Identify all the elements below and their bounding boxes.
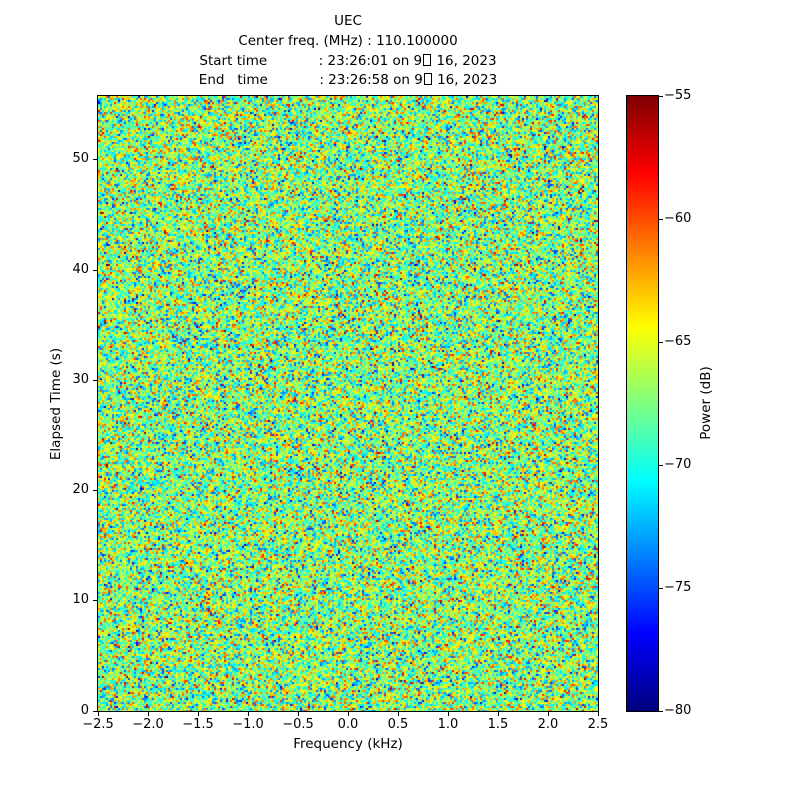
y-tick-label: 30 [72, 371, 89, 387]
colorbar-tick-mark [659, 95, 663, 97]
y-tick-mark [93, 379, 97, 381]
x-tick-label: −1.5 [182, 717, 214, 732]
missing-glyph-box [423, 53, 432, 66]
title-line-end-time: End time : 23:26:58 on 9 16, 2023 [97, 71, 599, 91]
x-tick-label: 0.5 [387, 717, 409, 732]
colorbar-tick-mark [659, 341, 663, 343]
x-tick-mark [297, 712, 299, 716]
end-time-text: End time : 23:26:58 on 9 [198, 72, 423, 89]
y-tick-mark [93, 490, 97, 492]
plot-title-block: UEC Center freq. (MHz) : 110.100000 Star… [97, 12, 599, 91]
plot-title: UEC [334, 13, 362, 29]
x-tick-mark [597, 712, 599, 716]
colorbar-tick-label: −80 [664, 702, 692, 718]
end-time-text-tail: 16, 2023 [432, 72, 498, 89]
y-tick-label: 50 [72, 151, 89, 167]
colorbar-tick-label: −60 [664, 210, 692, 226]
y-tick-mark [93, 269, 97, 271]
x-tick-label: 0.0 [337, 717, 359, 732]
y-tick-label: 20 [72, 482, 89, 498]
x-tick-label: −2.0 [132, 717, 164, 732]
title-line-start-time: Start time : 23:26:01 on 9 16, 2023 [97, 52, 599, 72]
title-line-center-freq: Center freq. (MHz) : 110.100000 [238, 32, 458, 49]
x-tick-mark [447, 712, 449, 716]
colorbar-tick-mark [659, 587, 663, 589]
colorbar-axis-label: Power (dB) [698, 366, 714, 440]
x-tick-label: −0.5 [282, 717, 314, 732]
x-tick-mark [347, 712, 349, 716]
colorbar [626, 95, 659, 712]
x-tick-label: −1.0 [232, 717, 264, 732]
x-tick-mark [497, 712, 499, 716]
y-tick-label: 0 [80, 702, 89, 718]
spectrogram-heatmap-canvas [98, 96, 598, 711]
x-tick-label: 1.0 [437, 717, 459, 732]
x-tick-mark [147, 712, 149, 716]
x-tick-label: 1.5 [487, 717, 509, 732]
x-axis-label: Frequency (kHz) [293, 736, 403, 752]
y-tick-label: 40 [72, 261, 89, 277]
spectrogram-plot-area [97, 95, 599, 712]
start-time-text: Start time : 23:26:01 on 9 [199, 52, 423, 69]
x-tick-mark [547, 712, 549, 716]
y-tick-mark [93, 600, 97, 602]
colorbar-tick-label: −55 [664, 87, 692, 103]
x-tick-mark [247, 712, 249, 716]
y-tick-mark [93, 159, 97, 161]
colorbar-tick-label: −65 [664, 333, 692, 349]
y-axis-label: Elapsed Time (s) [48, 347, 64, 461]
colorbar-tick-label: −70 [664, 456, 692, 472]
colorbar-tick-label: −75 [664, 579, 692, 595]
colorbar-tick-mark [659, 464, 663, 466]
x-tick-mark [197, 712, 199, 716]
x-tick-mark [97, 712, 99, 716]
start-time-text-tail: 16, 2023 [432, 52, 497, 69]
x-tick-label: −2.5 [82, 717, 114, 732]
missing-glyph-box [423, 73, 432, 86]
x-tick-label: 2.5 [587, 717, 609, 732]
colorbar-tick-mark [659, 710, 663, 712]
x-tick-mark [397, 712, 399, 716]
x-tick-label: 2.0 [537, 717, 559, 732]
y-tick-mark [93, 710, 97, 712]
colorbar-gradient-canvas [627, 96, 658, 711]
y-tick-label: 10 [72, 592, 89, 608]
colorbar-tick-mark [659, 218, 663, 220]
